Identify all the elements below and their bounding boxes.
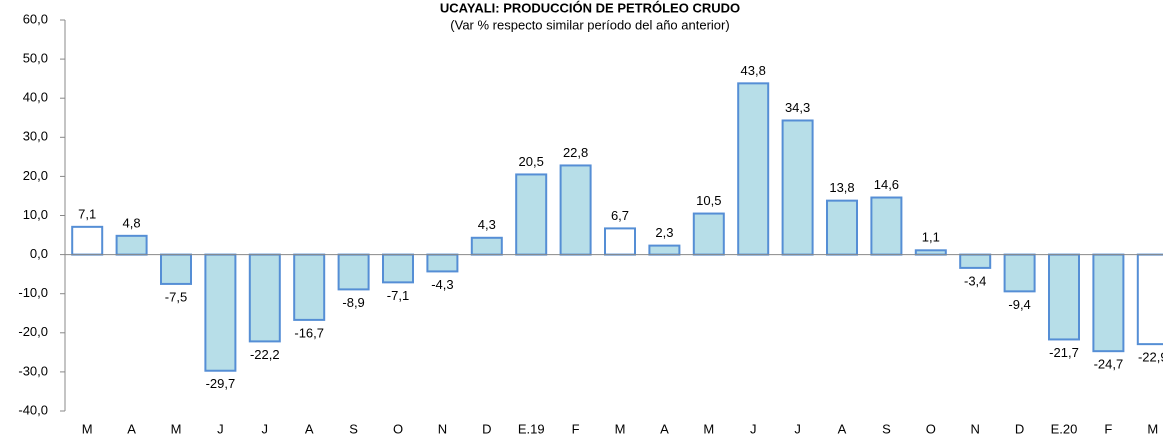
bar <box>870 196 903 256</box>
bar <box>470 236 503 256</box>
value-label: -8,9 <box>342 295 364 310</box>
x-tick-label: A <box>660 421 669 436</box>
bar <box>559 164 592 256</box>
bar <box>1136 253 1163 346</box>
x-tick-label: J <box>217 421 224 436</box>
x-tick-label: S <box>349 421 358 436</box>
value-label: -29,7 <box>206 376 236 391</box>
x-tick-label: O <box>393 421 403 436</box>
bar <box>293 253 326 321</box>
value-label: 34,3 <box>785 100 810 115</box>
x-tick-label: M <box>1147 421 1158 436</box>
bar <box>115 234 148 256</box>
y-tick-label: 40,0 <box>23 90 48 105</box>
bar <box>382 253 414 284</box>
bar <box>160 253 192 285</box>
value-label: 4,3 <box>478 217 496 232</box>
y-tick-label: 10,0 <box>23 207 48 222</box>
value-label: -22,2 <box>250 347 280 362</box>
x-tick-label: M <box>703 421 714 436</box>
value-label: 10,5 <box>696 193 721 208</box>
value-label: -7,5 <box>165 289 187 304</box>
x-tick-label: O <box>926 421 936 436</box>
x-tick-label: D <box>482 421 491 436</box>
x-tick-label: N <box>438 421 447 436</box>
bar <box>1003 253 1036 293</box>
value-label: 7,1 <box>78 206 96 221</box>
bar <box>781 119 814 256</box>
y-tick-label: 30,0 <box>23 129 48 144</box>
bar <box>426 253 459 273</box>
y-tick-label: -10,0 <box>18 285 48 300</box>
bar <box>1092 253 1125 353</box>
value-label: -7,1 <box>387 288 409 303</box>
chart-title: UCAYALI: PRODUCCIÓN DE PETRÓLEO CRUDO <box>440 0 740 15</box>
bar <box>604 227 636 256</box>
x-tick-label: M <box>615 421 626 436</box>
bar <box>71 225 104 256</box>
value-label: -9,4 <box>1008 297 1030 312</box>
value-label: 22,8 <box>563 145 588 160</box>
value-label: -21,7 <box>1049 345 1079 360</box>
x-tick-label: A <box>838 421 847 436</box>
value-label: -22,9 <box>1138 350 1163 365</box>
value-label: 13,8 <box>829 180 854 195</box>
x-tick-label: J <box>794 421 801 436</box>
value-label: 43,8 <box>741 63 766 78</box>
x-tick-label: N <box>971 421 980 436</box>
x-tick-label: A <box>305 421 314 436</box>
y-tick-label: 60,0 <box>23 11 48 26</box>
value-label: 14,6 <box>874 177 899 192</box>
value-label: -16,7 <box>294 325 324 340</box>
bar <box>1048 253 1080 341</box>
y-tick-label: 20,0 <box>23 168 48 183</box>
bar <box>914 249 947 256</box>
value-label: 4,8 <box>123 215 141 230</box>
value-label: -24,7 <box>1094 357 1124 372</box>
y-tick-label: 50,0 <box>23 51 48 66</box>
y-tick-label: -40,0 <box>18 402 48 417</box>
bar <box>737 82 770 256</box>
x-tick-label: F <box>1104 421 1112 436</box>
value-label: 2,3 <box>655 225 673 240</box>
value-label: 20,5 <box>519 154 544 169</box>
chart-subtitle: (Var % respecto similar período del año … <box>450 17 729 32</box>
x-tick-label: M <box>171 421 182 436</box>
value-label: -4,3 <box>431 277 453 292</box>
x-tick-label: E.19 <box>518 421 545 436</box>
x-tick-label: J <box>750 421 757 436</box>
bar <box>248 253 281 343</box>
value-label: 1,1 <box>922 230 940 245</box>
x-tick-label: M <box>82 421 93 436</box>
bar <box>337 253 370 291</box>
value-label: 6,7 <box>611 208 629 223</box>
x-tick-label: J <box>262 421 269 436</box>
y-tick-label: -30,0 <box>18 363 48 378</box>
x-tick-label: E.20 <box>1051 421 1078 436</box>
bar <box>692 212 725 256</box>
bar <box>959 253 992 269</box>
x-tick-label: F <box>572 421 580 436</box>
bar <box>648 244 681 256</box>
value-label: -3,4 <box>964 273 986 288</box>
y-tick-label: -20,0 <box>18 324 48 339</box>
bar <box>515 173 548 256</box>
x-tick-label: S <box>882 421 891 436</box>
y-tick-label: 0,0 <box>30 246 48 261</box>
x-tick-label: D <box>1015 421 1024 436</box>
bar <box>826 199 858 256</box>
x-tick-label: A <box>127 421 136 436</box>
bar <box>204 253 237 372</box>
